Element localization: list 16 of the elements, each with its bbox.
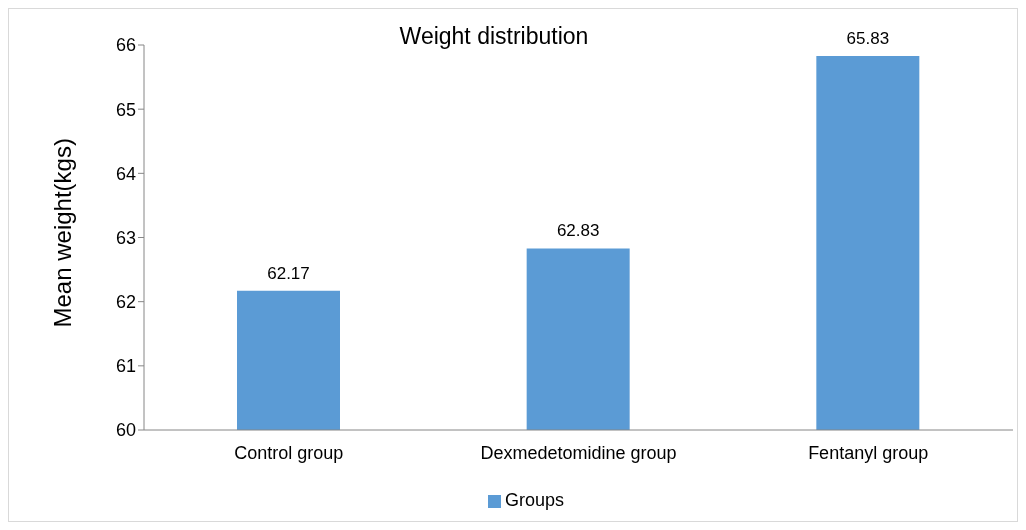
- y-axis-title: Mean weight(kgs): [48, 138, 76, 328]
- legend-label: Groups: [504, 490, 565, 510]
- y-tick-label: 60: [115, 420, 136, 441]
- y-tick-label: 66: [115, 35, 136, 56]
- x-tick-label: Fentanyl group: [808, 442, 929, 463]
- y-tick-label: 63: [115, 227, 136, 248]
- y-tick-label: 62: [115, 292, 136, 313]
- y-tick-label: 61: [115, 356, 136, 377]
- y-tick-label: 65: [115, 99, 136, 120]
- y-tick-label: 64: [115, 163, 136, 184]
- data-label: 62.83: [556, 221, 600, 241]
- chart-title: Weight distribution: [399, 23, 589, 49]
- data-label: 65.83: [846, 28, 890, 48]
- x-tick-label: Dexmedetomidine group: [480, 442, 677, 463]
- x-tick-label: Control group: [234, 442, 344, 463]
- data-label: 62.17: [267, 263, 310, 283]
